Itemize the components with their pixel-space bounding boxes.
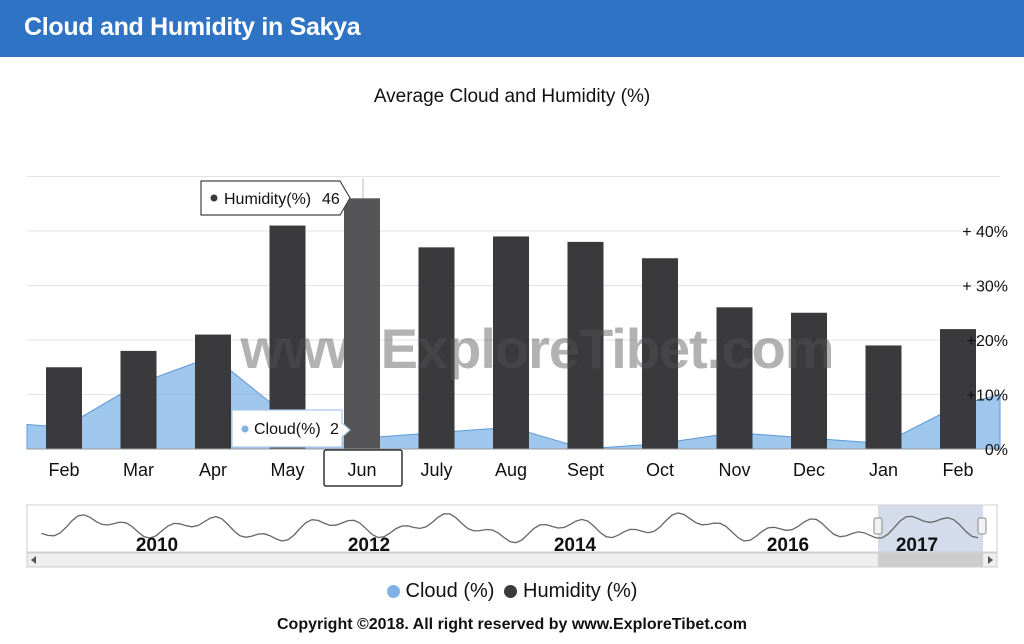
x-tick-label: Sept: [567, 460, 604, 480]
navigator-scrollbar-track: [26, 552, 998, 568]
x-tick-label: Feb: [48, 460, 79, 480]
cloud-tooltip-box: [231, 409, 351, 448]
navigator-year-label: 2012: [348, 535, 390, 556]
navigator-selection: [878, 505, 983, 552]
humidity-bar: [344, 198, 380, 449]
y-tick-label: +10%: [967, 388, 1008, 405]
legend-humidity-label: Humidity (%): [523, 580, 638, 602]
header-bar: Cloud and Humidity in Sakya: [0, 0, 1024, 57]
humidity-bar: [642, 258, 678, 449]
humidity-tooltip-marker: [210, 194, 218, 202]
humidity-bar: [195, 334, 231, 449]
page-title: Cloud and Humidity in Sakya: [24, 13, 361, 41]
navigator-handle-left: [873, 517, 883, 535]
x-tick-label: Dec: [793, 460, 825, 480]
legend-cloud-label: Cloud (%): [405, 580, 495, 602]
navigator-year-label: 2010: [136, 535, 178, 556]
humidity-bar: [418, 247, 455, 449]
humidity-bar: [716, 307, 753, 449]
legend-item-humidity[interactable]: Humidity (%): [504, 580, 637, 603]
y-tick-label: 0%: [985, 442, 1008, 459]
x-tick-label: Jan: [869, 460, 898, 480]
x-tick-label: Oct: [646, 460, 674, 480]
navigator-line: [41, 512, 979, 544]
x-tick-label: Nov: [718, 460, 750, 480]
cloud-tooltip-marker: [241, 425, 249, 433]
watermark-text: www.ExploreTibet.com: [239, 317, 833, 380]
humidity-bar: [120, 350, 157, 449]
y-tick-label: + 40%: [962, 224, 1008, 241]
humidity-bar: [940, 329, 976, 449]
humidity-tooltip-label: Humidity(%): [224, 191, 311, 208]
copyright-text: Copyright ©2018. All right reserved by w…: [277, 616, 747, 633]
legend-cloud-marker: [386, 585, 400, 598]
humidity-bar: [493, 236, 529, 449]
y-tick-label: + 30%: [962, 279, 1008, 296]
navigator-year-label: 2014: [554, 535, 597, 556]
legend-item-cloud[interactable]: Cloud (%): [386, 580, 495, 603]
navigator-box: [26, 504, 998, 553]
x-tick-label: Apr: [199, 460, 227, 480]
x-label-highlight: [323, 449, 403, 487]
chart-title: Average Cloud and Humidity (%): [373, 86, 651, 107]
x-tick-label: Mar: [123, 460, 154, 480]
cloud-tooltip-label: Cloud(%): [254, 421, 321, 438]
x-tick-label: July: [420, 460, 452, 480]
navigator-handle-right: [977, 517, 987, 535]
humidity-tooltip-box: [200, 180, 351, 216]
legend: Cloud (%) Humidity (%): [0, 580, 1024, 604]
scroll-left-arrow-icon: [31, 556, 36, 564]
x-tick-label: Aug: [495, 460, 527, 480]
humidity-bar: [567, 241, 604, 449]
humidity-tooltip-value: 46: [322, 191, 340, 208]
y-tick-label: +20%: [967, 333, 1008, 350]
navigator-year-label: 2016: [767, 535, 809, 556]
x-tick-label: May: [270, 460, 304, 480]
humidity-bar: [791, 312, 827, 449]
humidity-bar: [865, 345, 902, 449]
legend-humidity-marker: [504, 585, 518, 598]
x-tick-label: Jun: [347, 460, 376, 480]
x-tick-label: Feb: [942, 460, 973, 480]
cloud-tooltip-value: 2: [330, 421, 339, 438]
navigator-scrollbar-thumb: [878, 553, 983, 567]
navigator-year-label: 2017: [896, 535, 938, 556]
scroll-right-arrow-icon: [988, 556, 993, 564]
humidity-bar: [46, 367, 82, 449]
